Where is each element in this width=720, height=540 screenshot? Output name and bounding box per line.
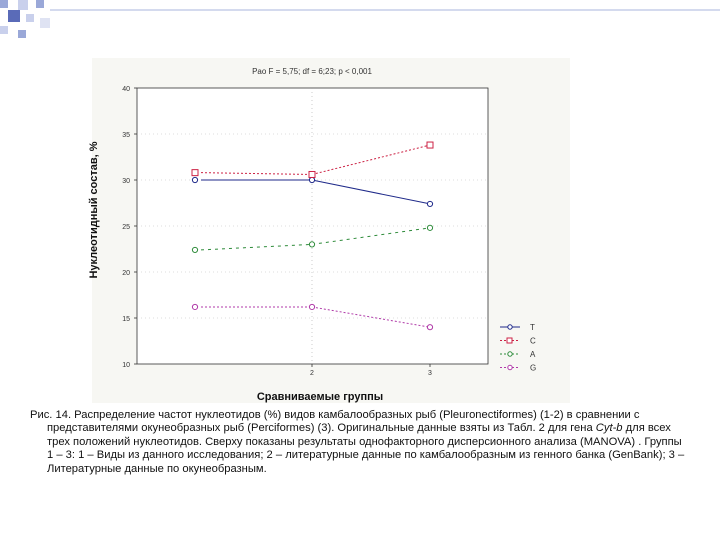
legend-marker-a xyxy=(507,351,513,357)
figure-caption: Рис. 14. Распределение частот нуклеотидо… xyxy=(30,409,690,476)
y-tick-label: 15 xyxy=(122,316,130,323)
legend-label-t: T xyxy=(530,323,535,332)
data-point-t xyxy=(426,200,434,208)
legend-label-a: A xyxy=(530,350,536,359)
corner-decoration xyxy=(0,0,720,38)
y-axis-label: Нуклеотидный состав, % xyxy=(88,141,100,279)
data-point-a xyxy=(191,246,199,254)
y-tick-label: 40 xyxy=(122,86,130,93)
caption-text-end: для всех трех положений нуклеотидов. Све… xyxy=(47,422,685,475)
data-point-c xyxy=(426,141,434,149)
y-tick-label: 35 xyxy=(122,132,130,139)
data-point-t xyxy=(308,176,316,184)
data-point-c xyxy=(308,170,316,178)
x-axis-label: Сравниваемые группы xyxy=(256,391,384,403)
x-tick-label: 3 xyxy=(428,370,432,377)
data-point-g xyxy=(308,303,316,311)
caption-gene-name: Cyt-b xyxy=(595,422,623,435)
caption-text-start: Рис. 14. Распределение частот нуклеотидо… xyxy=(30,409,640,435)
series-line-a xyxy=(200,243,313,251)
chart-title: Pao F = 5,75; df = 6;23; p < 0,001 xyxy=(252,67,372,76)
data-point-t xyxy=(191,176,199,184)
legend-label-g: G xyxy=(530,364,536,373)
series-line-c xyxy=(311,144,431,175)
data-point-c xyxy=(191,169,199,177)
series-line-a xyxy=(311,227,431,245)
y-tick-label: 10 xyxy=(122,362,130,369)
legend-marker-t xyxy=(507,324,513,330)
y-tick-label: 25 xyxy=(122,224,130,231)
legend-marker-g xyxy=(507,364,513,371)
y-tick-label: 30 xyxy=(122,178,130,185)
data-point-g xyxy=(426,324,434,331)
legend-marker-c xyxy=(506,337,513,344)
series-line-t xyxy=(311,179,431,205)
y-tick-label: 20 xyxy=(122,270,130,277)
data-point-a xyxy=(308,241,316,248)
series-line-c xyxy=(200,172,313,175)
legend-label-c: C xyxy=(530,337,536,346)
data-point-a xyxy=(426,224,434,231)
data-point-g xyxy=(191,303,199,311)
x-tick-label: 2 xyxy=(310,370,314,377)
